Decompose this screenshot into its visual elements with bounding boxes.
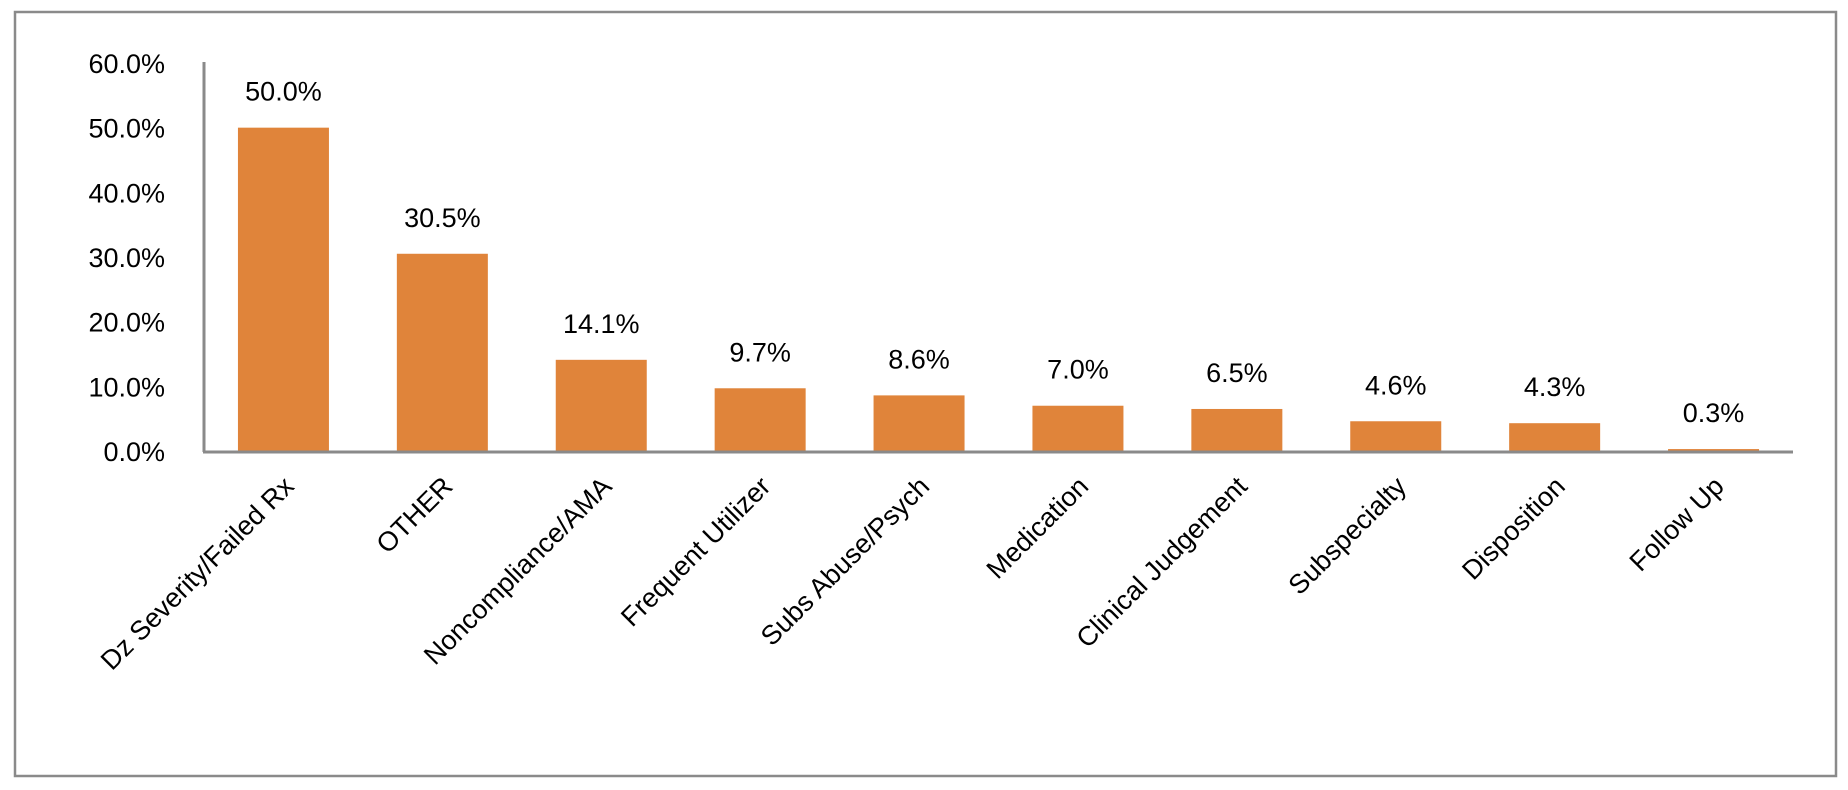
bar (1191, 408, 1283, 451)
bar (237, 127, 329, 452)
y-tick-label: 40.0% (88, 178, 165, 208)
data-label: 4.6% (1365, 370, 1427, 400)
bar (396, 253, 488, 451)
bar (1668, 449, 1760, 451)
y-tick-label: 0.0% (103, 437, 165, 467)
data-label: 6.5% (1206, 358, 1268, 388)
bar (1509, 423, 1601, 451)
data-label: 30.5% (404, 203, 481, 233)
data-label: 8.6% (888, 344, 950, 374)
y-tick-label: 20.0% (88, 308, 165, 338)
data-label: 50.0% (245, 77, 322, 107)
bar (1350, 421, 1442, 451)
data-label: 0.3% (1683, 398, 1745, 428)
bar (1032, 405, 1124, 451)
y-tick-label: 10.0% (88, 372, 165, 402)
y-tick-label: 60.0% (88, 49, 165, 79)
data-label: 14.1% (563, 309, 640, 339)
data-label: 7.0% (1047, 355, 1109, 385)
y-tick-label: 50.0% (88, 114, 165, 144)
bar (555, 359, 647, 451)
bar (873, 395, 965, 451)
data-label: 4.3% (1524, 372, 1586, 402)
bar (714, 388, 806, 451)
y-tick-label: 30.0% (88, 243, 165, 273)
data-label: 9.7% (729, 337, 791, 367)
